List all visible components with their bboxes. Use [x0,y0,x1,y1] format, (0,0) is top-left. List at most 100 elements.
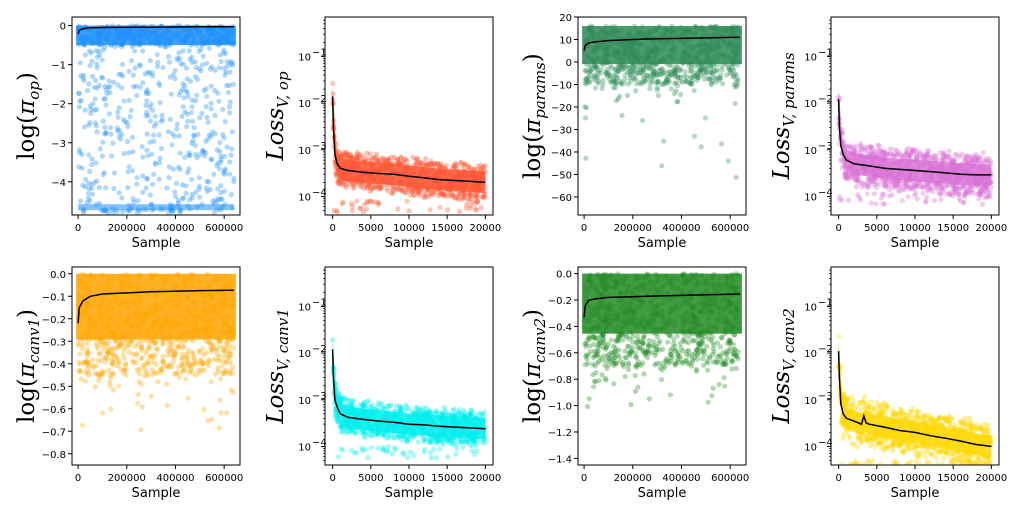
scatter-point [102,83,108,89]
scatter-point [978,188,984,194]
scatter-point [437,191,444,197]
scatter-point [105,349,111,355]
scatter-point [138,343,145,349]
scatter-point [336,180,342,186]
scatter-point [872,148,878,154]
scatter-point [903,151,909,158]
scatter-point [420,436,426,442]
scatter-point [711,68,717,74]
scatter-point [224,370,230,376]
scatter-point [657,71,663,77]
scatter-point [621,80,627,86]
scatter-point [180,345,186,351]
scatter-point [101,346,107,352]
scatter-point [986,158,992,164]
scatter-point [120,61,126,67]
scatter-point [355,153,361,159]
scatter-point [921,183,927,189]
scatter-point [924,149,931,155]
scatter-point [868,179,874,186]
scatter-point [479,194,485,200]
scatter-point [401,156,407,162]
x-axis-label: Sample [891,236,940,251]
scatter-point [877,147,884,153]
scatter-point [76,147,83,153]
scatter-point [159,112,165,118]
scatter-point [427,162,433,168]
scatter-point [179,369,185,375]
scatter-point [201,352,207,358]
scatter-point [199,110,205,116]
scatter-point [218,159,224,165]
scatter-point [125,342,131,348]
scatter-point [167,345,173,351]
scatter-point [116,383,122,389]
scatter-point [896,179,902,185]
scatter-point [940,187,947,193]
scatter-point [136,371,143,377]
scatter-point [428,190,434,196]
scatter-point [638,66,644,72]
scatter-point [208,379,214,385]
scatter-point [439,440,445,446]
scatter-point [347,155,354,161]
scatter-point [979,184,986,191]
scatter-point [203,138,209,144]
scatter-point [946,191,952,197]
y-tick-label: −0.1 [42,292,66,303]
scatter-point [166,342,172,348]
scatter-point [227,354,233,361]
scatter-point [415,189,421,195]
scatter-point [423,192,429,198]
scatter-point [371,185,377,191]
scatter-point [428,439,434,445]
scatter-point [101,368,107,374]
scatter-point [724,72,730,78]
scatter-point [150,132,157,138]
x-tick-label: 400000 [156,473,194,484]
scatter-point [182,109,188,115]
scatter-point [950,157,956,163]
scatter-point [678,78,684,84]
scatter-point [950,193,956,199]
scatter-point [692,63,698,69]
scatter-point [443,162,450,168]
scatter-point [867,150,873,156]
scatter-point [152,160,158,166]
scatter-point [423,162,429,169]
scatter-point [373,184,379,190]
scatter-point [394,157,400,164]
scatter-point [702,115,709,121]
scatter-point [868,143,874,149]
scatter-point [80,207,87,213]
scatter-point [87,198,93,204]
scatter-point [92,96,98,102]
x-tick-label: 400000 [156,223,194,234]
scatter-point [387,158,393,164]
scatter-point [628,78,634,84]
scatter-point [96,377,102,383]
scatter-point [118,340,124,346]
scatter-point [143,102,149,108]
scatter-point [929,156,936,162]
scatter-point [698,67,704,73]
scatter-point [857,197,864,203]
scatter-point [884,151,890,157]
scatter-point [150,181,156,187]
scatter-point [171,133,177,139]
scatter-point [465,411,471,417]
scatter-point [110,359,116,365]
scatter-point [667,72,673,78]
scatter-point [86,122,92,128]
scatter-point [197,66,203,72]
scatter-point [943,182,949,189]
scatter-point [84,199,90,206]
scatter-point [153,361,159,367]
scatter-point [659,81,665,87]
scatter-point [137,208,143,214]
scatter-point [367,198,373,204]
scatter-point [86,372,92,378]
scatter-point [390,188,396,194]
scatter-point [961,185,967,191]
scatter-point [909,184,915,190]
